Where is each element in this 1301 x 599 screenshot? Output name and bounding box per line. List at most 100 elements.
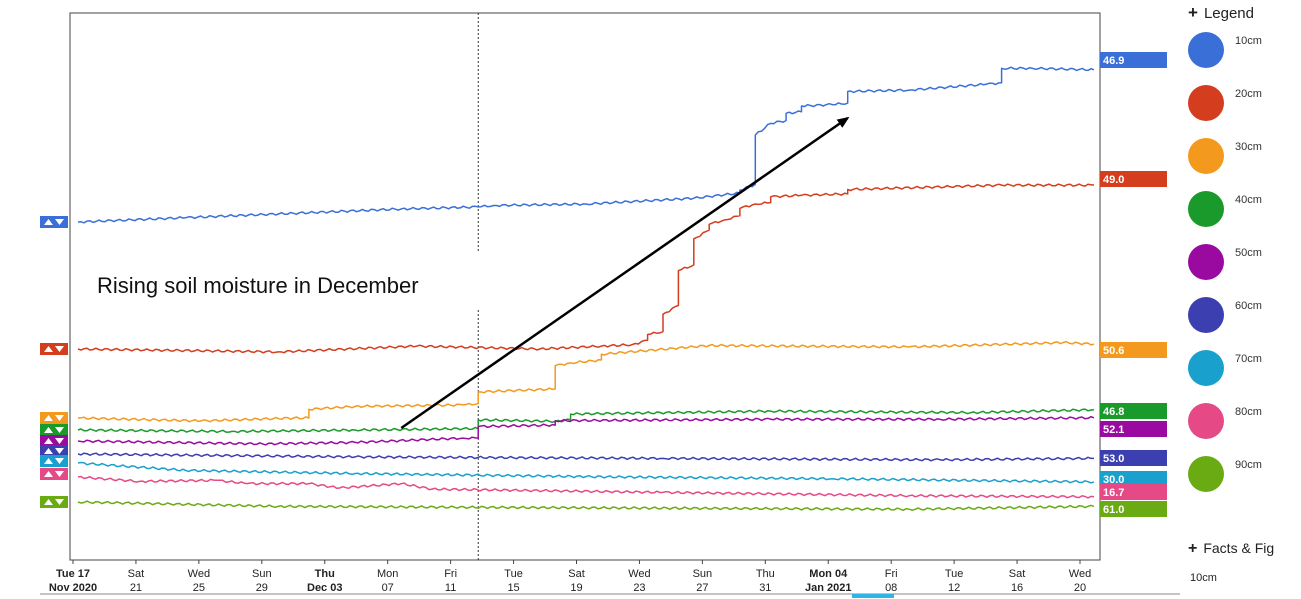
- x-tick-label: Mon: [377, 568, 398, 580]
- x-tick-label: Nov 2020: [49, 582, 97, 594]
- series-line-80cm: [77, 475, 1095, 499]
- legend-swatch: [1188, 85, 1224, 121]
- x-tick-label: 27: [696, 582, 708, 594]
- x-tick-label: 12: [948, 582, 960, 594]
- x-tick-label: Wed: [1069, 568, 1091, 580]
- legend-swatch: [1188, 403, 1224, 439]
- x-tick-label: 11: [445, 582, 456, 594]
- legend-label: 90cm: [1235, 459, 1262, 471]
- depth-toggle-30cm[interactable]: [40, 412, 68, 424]
- svg-text:53.0: 53.0: [1103, 453, 1124, 465]
- legend-label: 80cm: [1235, 406, 1262, 418]
- x-tick-label: Jan 2021: [805, 582, 851, 594]
- legend-header-label: Legend: [1203, 5, 1254, 22]
- legend-item-60cm[interactable]: 60cm: [1188, 297, 1298, 337]
- depth-toggle-80cm[interactable]: [40, 468, 68, 480]
- legend-swatch: [1188, 244, 1224, 280]
- svg-text:61.0: 61.0: [1103, 504, 1124, 516]
- annotation-text: Rising soil moisture in December: [97, 273, 419, 298]
- end-value-label-90cm: 61.0: [1100, 501, 1167, 517]
- end-value-label-20cm: 49.0: [1100, 171, 1167, 187]
- x-tick-label: Tue 17: [56, 568, 90, 580]
- legend-item-20cm[interactable]: 20cm: [1188, 85, 1298, 125]
- x-tick-label: 08: [885, 582, 897, 594]
- legend-item-70cm[interactable]: 70cm: [1188, 350, 1298, 390]
- depth-toggle-40cm[interactable]: [40, 424, 68, 436]
- legend-label: 20cm: [1235, 88, 1262, 100]
- x-tick-label: Sat: [1009, 568, 1026, 580]
- facts-figures-header[interactable]: + Facts & Fig: [1188, 540, 1301, 558]
- legend-item-50cm[interactable]: 50cm: [1188, 244, 1298, 284]
- plot-frame: [69, 12, 1101, 561]
- end-value-label-70cm: 30.0: [1100, 471, 1167, 487]
- legend-label: 10cm: [1235, 35, 1262, 47]
- x-tick-label: Sat: [128, 568, 145, 580]
- legend-swatch: [1188, 350, 1224, 386]
- x-tick-label: 29: [256, 582, 268, 594]
- expand-facts-icon[interactable]: +: [1188, 540, 1198, 557]
- series-line-60cm: [77, 452, 1094, 462]
- depth-toggle-10cm[interactable]: [40, 216, 68, 228]
- series-line-40cm: [77, 408, 1095, 434]
- x-tick-label: Mon 04: [809, 568, 848, 580]
- legend-label: 60cm: [1235, 300, 1262, 312]
- svg-text:49.0: 49.0: [1103, 174, 1124, 186]
- svg-text:30.0: 30.0: [1103, 474, 1124, 486]
- svg-text:46.9: 46.9: [1103, 55, 1124, 67]
- depth-toggle-60cm[interactable]: [40, 445, 68, 457]
- x-tick-label: Thu: [315, 568, 335, 580]
- svg-text:50.6: 50.6: [1103, 345, 1124, 357]
- x-tick-label: Thu: [756, 568, 775, 580]
- legend-label: 40cm: [1235, 194, 1262, 206]
- depth-toggle-20cm[interactable]: [40, 343, 68, 355]
- x-tick-label: 15: [507, 582, 519, 594]
- x-tick-label: Dec 03: [307, 582, 342, 594]
- end-value-label-40cm: 46.8: [1100, 403, 1167, 419]
- legend-item-40cm[interactable]: 40cm: [1188, 191, 1298, 231]
- depth-toggle-90cm[interactable]: [40, 496, 68, 508]
- legend-swatch: [1188, 456, 1224, 492]
- x-tick-label: 31: [759, 582, 771, 594]
- legend-label: 50cm: [1235, 247, 1262, 259]
- x-tick-label: 19: [570, 582, 582, 594]
- legend-item-80cm[interactable]: 80cm: [1188, 403, 1298, 443]
- x-tick-label: 07: [382, 582, 394, 594]
- legend-label: 70cm: [1235, 353, 1262, 365]
- expand-legend-icon[interactable]: +: [1188, 3, 1198, 22]
- legend-item-30cm[interactable]: 30cm: [1188, 138, 1298, 178]
- legend-label: 30cm: [1235, 141, 1262, 153]
- series-line-90cm: [77, 500, 1095, 512]
- scroll-position-marker[interactable]: [852, 594, 894, 598]
- x-tick-label: Sun: [252, 568, 272, 580]
- end-value-label-80cm: 16.7: [1100, 484, 1167, 500]
- legend-swatch: [1188, 191, 1224, 227]
- x-tick-label: Wed: [188, 568, 210, 580]
- depth-toggle-50cm[interactable]: [40, 435, 68, 447]
- series-line-70cm: [77, 461, 1095, 484]
- series-line-30cm: [77, 340, 1095, 423]
- legend-header[interactable]: + Legend: [1188, 3, 1254, 23]
- depth-toggle-70cm[interactable]: [40, 455, 68, 467]
- svg-text:16.7: 16.7: [1103, 487, 1124, 499]
- x-tick-label: 20: [1074, 582, 1086, 594]
- svg-text:46.8: 46.8: [1103, 406, 1124, 418]
- x-tick-label: Fri: [444, 568, 457, 580]
- legend-swatch: [1188, 297, 1224, 333]
- x-tick-label: Tue: [504, 568, 523, 580]
- end-value-label-30cm: 50.6: [1100, 342, 1167, 358]
- x-tick-label: Tue: [945, 568, 964, 580]
- facts-figures-series: 10cm: [1190, 572, 1217, 584]
- legend-item-90cm[interactable]: 90cm: [1188, 456, 1298, 496]
- legend-item-10cm[interactable]: 10cm: [1188, 32, 1298, 72]
- facts-figures-label: Facts & Fig: [1203, 540, 1275, 556]
- x-tick-label: 21: [130, 582, 142, 594]
- legend-swatch: [1188, 32, 1224, 68]
- x-tick-label: 23: [633, 582, 645, 594]
- x-tick-label: 25: [193, 582, 205, 594]
- x-tick-label: 16: [1011, 582, 1023, 594]
- end-value-label-60cm: 53.0: [1100, 450, 1167, 466]
- series-line-10cm: [77, 66, 1095, 224]
- x-tick-label: Fri: [885, 568, 898, 580]
- series-line-50cm: [77, 415, 1095, 446]
